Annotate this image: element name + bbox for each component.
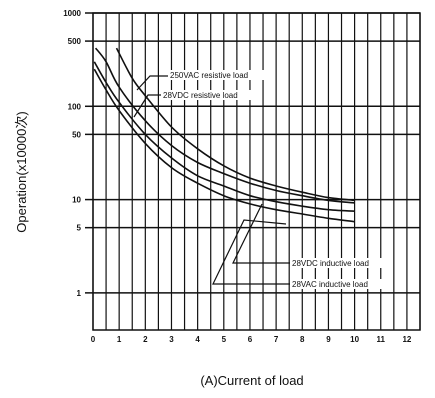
x-tick-label: 1	[117, 335, 122, 344]
y-tick-label: 1000	[63, 9, 81, 18]
annotation-label: 28VDC resistive load	[163, 91, 238, 100]
x-tick-label: 8	[300, 335, 305, 344]
annotation-leader	[136, 75, 168, 91]
annotation-bg	[168, 70, 265, 80]
x-tick-label: 12	[402, 335, 411, 344]
annotation-bg	[290, 258, 382, 268]
series-line-1	[94, 47, 355, 204]
x-tick-label: 10	[350, 335, 359, 344]
annotation-leader	[232, 203, 290, 264]
y-tick-label: 100	[68, 102, 82, 111]
series-line-4	[93, 68, 355, 223]
x-tick-label: 11	[377, 335, 386, 344]
x-tick-label: 9	[326, 335, 331, 344]
annotation-label: 28VDC inductive load	[292, 259, 369, 268]
x-tick-label: 2	[143, 335, 148, 344]
x-axis-title: (A)Current of load	[200, 373, 303, 388]
series-line-2	[115, 47, 355, 202]
annotation-label: 250VAC resistive load	[170, 71, 248, 80]
x-tick-label: 6	[248, 335, 253, 344]
y-tick-label: 5	[77, 224, 82, 233]
x-tick-label: 3	[169, 335, 174, 344]
x-tick-label: 0	[91, 335, 96, 344]
y-tick-label: 500	[68, 37, 82, 46]
y-axis-title: Operation(x10000次)	[14, 111, 29, 232]
y-tick-label: 10	[72, 196, 81, 205]
annotation-leader	[133, 94, 161, 118]
x-tick-label: 4	[195, 335, 200, 344]
annotation-leader	[212, 219, 290, 285]
y-tick-label: 1	[77, 289, 82, 298]
x-tick-label: 7	[274, 335, 279, 344]
y-tick-label: 50	[72, 130, 81, 139]
annotation-bg	[290, 279, 382, 289]
annotation-label: 28VAC inductive load	[292, 280, 368, 289]
x-tick-label: 5	[222, 335, 227, 344]
annotation-bg	[161, 90, 253, 100]
series-line-3	[93, 61, 355, 212]
